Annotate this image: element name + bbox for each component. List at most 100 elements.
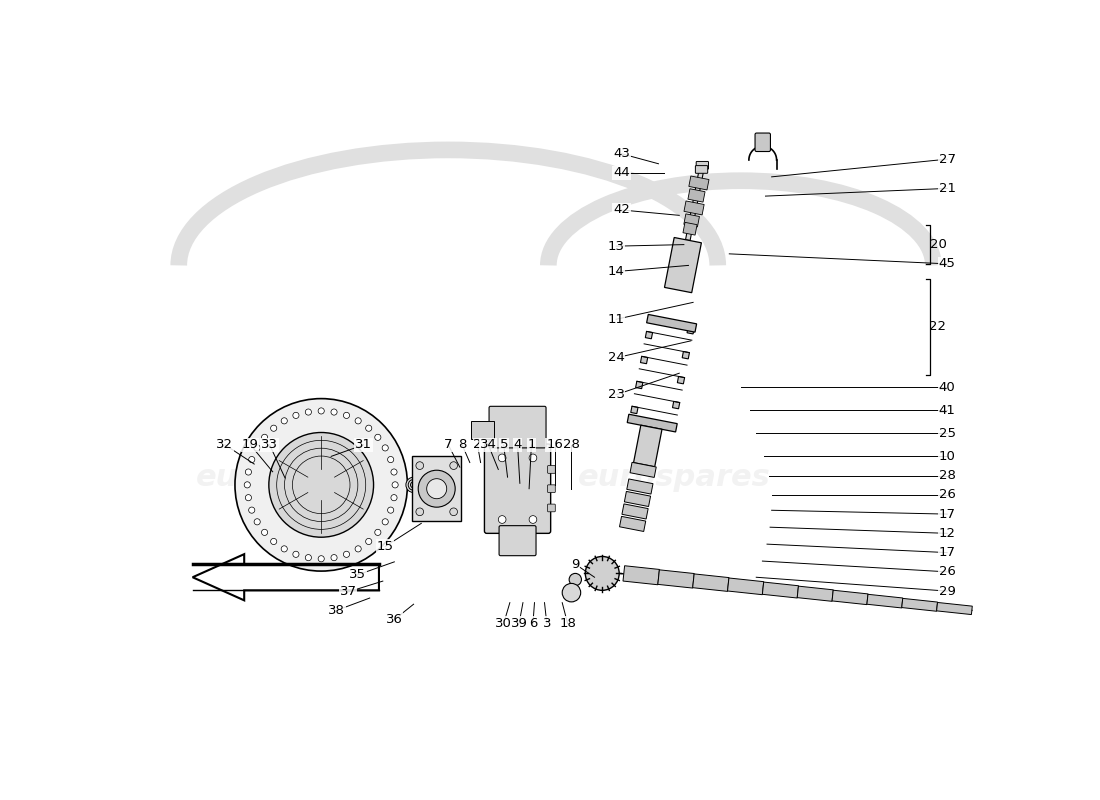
Circle shape (282, 418, 287, 424)
Circle shape (408, 479, 419, 490)
FancyBboxPatch shape (490, 406, 546, 448)
Circle shape (427, 478, 447, 498)
Circle shape (331, 409, 337, 415)
Circle shape (245, 469, 252, 475)
FancyBboxPatch shape (471, 421, 494, 439)
Circle shape (318, 408, 324, 414)
Circle shape (262, 434, 267, 441)
Circle shape (387, 457, 394, 462)
Text: 26: 26 (938, 566, 956, 578)
Text: 3: 3 (542, 617, 551, 630)
Polygon shape (672, 402, 680, 409)
Circle shape (569, 574, 582, 586)
Circle shape (271, 538, 277, 545)
Text: 2: 2 (473, 438, 482, 451)
Circle shape (382, 445, 388, 451)
Circle shape (331, 554, 337, 561)
Polygon shape (625, 491, 650, 506)
FancyBboxPatch shape (548, 466, 556, 474)
Polygon shape (664, 238, 702, 293)
Text: 15: 15 (376, 540, 394, 553)
Circle shape (390, 469, 397, 475)
Polygon shape (630, 462, 657, 478)
Polygon shape (936, 602, 972, 614)
Circle shape (562, 583, 581, 602)
Text: 28: 28 (563, 438, 580, 451)
Text: 37: 37 (340, 586, 356, 598)
Polygon shape (688, 326, 694, 334)
Text: 35: 35 (349, 569, 366, 582)
Text: 24: 24 (607, 351, 625, 364)
Polygon shape (684, 201, 704, 215)
Circle shape (268, 433, 374, 538)
Circle shape (249, 507, 255, 514)
Circle shape (392, 482, 398, 488)
Text: 8: 8 (458, 438, 466, 451)
Text: 36: 36 (386, 613, 403, 626)
Circle shape (418, 470, 455, 507)
Circle shape (529, 516, 537, 523)
Text: 23: 23 (607, 388, 625, 402)
Text: eurospares: eurospares (196, 463, 389, 493)
Text: 40: 40 (938, 381, 956, 394)
Text: eurospares: eurospares (578, 463, 770, 493)
Circle shape (387, 507, 394, 514)
Text: 32: 32 (217, 438, 233, 451)
Circle shape (306, 409, 311, 415)
Circle shape (416, 462, 424, 470)
Text: 33: 33 (261, 438, 278, 451)
Text: 5: 5 (499, 438, 508, 451)
Text: 43: 43 (613, 147, 630, 160)
Text: 44: 44 (613, 166, 630, 179)
Circle shape (390, 494, 397, 501)
Circle shape (450, 462, 458, 470)
Polygon shape (678, 377, 684, 384)
Circle shape (365, 538, 372, 545)
Text: 14: 14 (607, 265, 625, 278)
Text: 10: 10 (938, 450, 956, 463)
Text: 25: 25 (938, 426, 956, 440)
Circle shape (375, 434, 381, 441)
Text: 39: 39 (510, 617, 528, 630)
Polygon shape (636, 382, 642, 389)
Polygon shape (646, 331, 652, 338)
Text: 17: 17 (938, 546, 956, 559)
Polygon shape (621, 504, 648, 519)
Polygon shape (727, 578, 763, 594)
Polygon shape (682, 351, 690, 359)
Circle shape (355, 546, 361, 552)
Polygon shape (762, 582, 799, 598)
Text: 30: 30 (495, 617, 513, 630)
FancyBboxPatch shape (548, 504, 556, 512)
Circle shape (271, 425, 277, 431)
Text: 26: 26 (938, 488, 956, 502)
Text: 27: 27 (938, 153, 956, 166)
Polygon shape (640, 356, 648, 364)
Text: 6: 6 (529, 617, 537, 630)
Text: 17: 17 (938, 508, 956, 521)
Circle shape (249, 457, 255, 462)
FancyBboxPatch shape (696, 162, 708, 169)
Polygon shape (683, 222, 697, 235)
Circle shape (365, 425, 372, 431)
Polygon shape (634, 425, 662, 466)
Polygon shape (867, 594, 903, 608)
Circle shape (282, 546, 287, 552)
Circle shape (244, 482, 251, 488)
Polygon shape (627, 414, 678, 432)
Text: 9: 9 (571, 558, 580, 570)
Circle shape (585, 557, 619, 590)
Text: 28: 28 (938, 469, 956, 482)
Polygon shape (693, 574, 729, 591)
Circle shape (293, 412, 299, 418)
Text: 12: 12 (938, 527, 956, 540)
Circle shape (355, 418, 361, 424)
Circle shape (450, 508, 458, 516)
Polygon shape (902, 598, 937, 611)
Circle shape (416, 508, 424, 516)
Text: 18: 18 (559, 617, 576, 630)
Circle shape (375, 530, 381, 535)
Polygon shape (658, 570, 694, 588)
Text: 29: 29 (938, 585, 956, 598)
Circle shape (254, 518, 261, 525)
